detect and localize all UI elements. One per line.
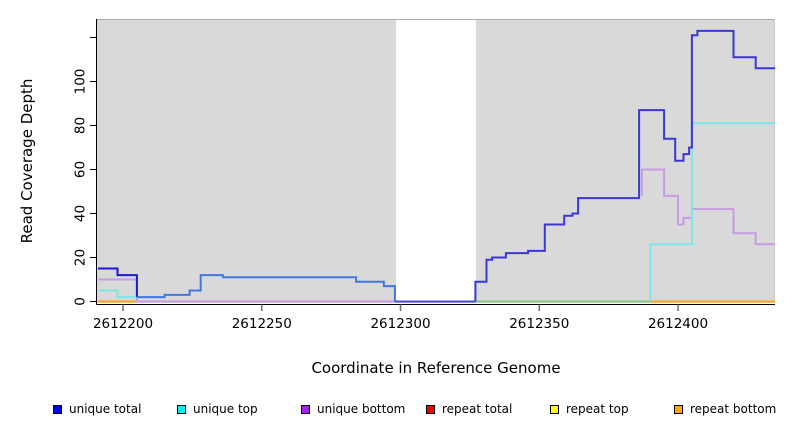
legend-label: unique top (193, 402, 258, 416)
x-axis-title: Coordinate in Reference Genome (311, 359, 561, 377)
legend-swatch-unique-bottom (301, 404, 310, 414)
legend-label: repeat bottom (690, 402, 777, 416)
legend-swatch-unique-total (53, 404, 62, 414)
legend-label: unique total (69, 402, 142, 416)
legend-label: repeat top (566, 402, 629, 416)
legend-item-unique-total: unique total (53, 402, 141, 416)
legend-item-repeat-total: repeat total (426, 402, 512, 416)
y-tick-label: 60 (73, 161, 89, 178)
x-tick-label: 2612250 (232, 316, 292, 332)
legend-swatch-repeat-top (550, 404, 559, 414)
x-tick-label: 2612400 (648, 316, 708, 332)
series-unique-top (98, 289, 137, 299)
y-axis-title: Read Coverage Depth (18, 78, 36, 244)
legend-item-repeat-bottom: repeat bottom (674, 402, 776, 416)
legend-item-repeat-top: repeat top (550, 402, 629, 416)
y-tick-label: 80 (73, 117, 89, 134)
series-unique-total (136, 274, 396, 302)
legend-label: repeat total (442, 402, 513, 416)
x-tick-label: 2612300 (370, 316, 430, 332)
legend-swatch-unique-top (177, 404, 186, 414)
series-unique-total (98, 267, 138, 298)
legend-item-unique-bottom: unique bottom (301, 402, 405, 416)
legend-item-unique-top: unique top (177, 402, 258, 416)
y-tick-label: 0 (73, 297, 89, 306)
masked-region-band (396, 19, 476, 303)
y-tick-label: 40 (73, 205, 89, 222)
legend-swatch-repeat-bottom (674, 404, 683, 414)
legend-label: unique bottom (317, 402, 406, 416)
series-unique-top (649, 122, 776, 302)
y-tick-label: 20 (73, 249, 89, 266)
series-unique-total (474, 29, 776, 302)
series-unique-bottom (640, 168, 776, 246)
x-tick-label: 2612200 (93, 316, 153, 332)
y-tick-label: 100 (73, 69, 89, 95)
legend-swatch-repeat-total (426, 404, 435, 414)
x-tick-label: 2612350 (509, 316, 569, 332)
